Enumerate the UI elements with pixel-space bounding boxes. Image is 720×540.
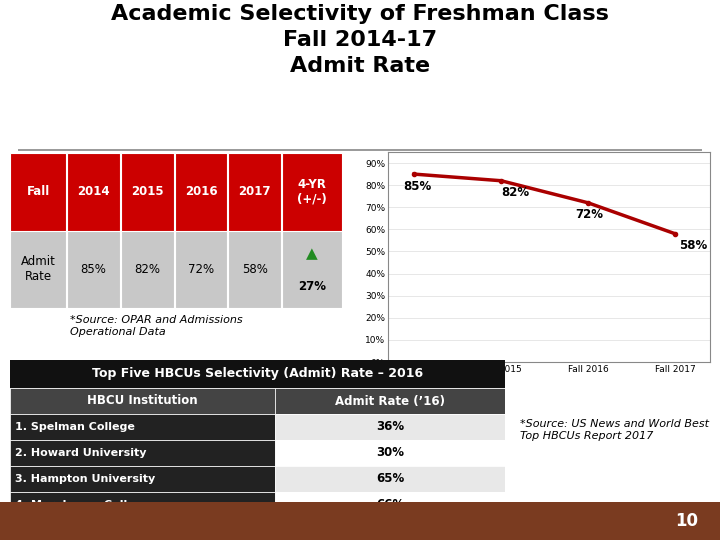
Text: Admit Rate (’16): Admit Rate (’16)	[335, 395, 445, 408]
Text: HBCU Institution: HBCU Institution	[87, 395, 198, 408]
Text: 2017: 2017	[238, 185, 271, 198]
Bar	[275, 388, 505, 414]
Text: Fall: Fall	[27, 185, 50, 198]
Bar	[275, 440, 505, 466]
Text: 58%: 58%	[242, 263, 268, 276]
Text: ▲: ▲	[306, 246, 318, 261]
Text: 10: 10	[675, 512, 698, 530]
Text: 72%: 72%	[188, 263, 214, 276]
Bar	[275, 414, 505, 440]
Text: 30%: 30%	[376, 447, 404, 460]
Text: 36%: 36%	[376, 421, 404, 434]
Text: 4. Morehouse College: 4. Morehouse College	[15, 500, 150, 510]
Text: 2015: 2015	[131, 185, 163, 198]
Bar	[275, 466, 505, 492]
Text: 65%: 65%	[376, 472, 404, 485]
Text: 58%: 58%	[680, 239, 708, 252]
Text: *Source: US News and World Best
Top HBCUs Report 2017: *Source: US News and World Best Top HBCU…	[520, 419, 709, 441]
Bar	[10, 440, 275, 466]
Bar	[275, 518, 505, 540]
Text: 85%: 85%	[81, 263, 107, 276]
Bar	[275, 492, 505, 518]
Text: 2016: 2016	[184, 185, 217, 198]
Text: Academic Selectivity of Freshman Class
Fall 2014-17
Admit Rate: Academic Selectivity of Freshman Class F…	[111, 4, 609, 76]
Text: 2. Howard University: 2. Howard University	[15, 448, 146, 458]
Text: Admit
Rate: Admit Rate	[21, 255, 55, 284]
Text: 85%: 85%	[404, 180, 432, 193]
Bar	[10, 388, 275, 414]
Text: 82%: 82%	[501, 186, 529, 199]
Bar	[10, 414, 275, 440]
Text: 27%: 27%	[298, 280, 326, 293]
Text: *Source: OPAR and Admissions
Operational Data: *Source: OPAR and Admissions Operational…	[70, 315, 243, 336]
Text: 66%: 66%	[376, 498, 404, 511]
Text: 2014: 2014	[77, 185, 110, 198]
Bar	[10, 518, 275, 540]
Text: 4-YR
(+/-): 4-YR (+/-)	[297, 178, 327, 206]
Text: 3. Hampton University: 3. Hampton University	[15, 474, 156, 484]
Text: 5. Xavier University of Louisiana: 5. Xavier University of Louisiana	[15, 526, 218, 536]
Text: Top Five HBCUs Selectivity (Admit) Rate – 2016: Top Five HBCUs Selectivity (Admit) Rate …	[92, 368, 423, 381]
Text: 62%: 62%	[376, 524, 404, 537]
Text: 1. Spelman College: 1. Spelman College	[15, 422, 135, 432]
Bar	[10, 492, 275, 518]
Text: 72%: 72%	[575, 208, 603, 221]
Text: 82%: 82%	[135, 263, 161, 276]
Bar	[10, 466, 275, 492]
